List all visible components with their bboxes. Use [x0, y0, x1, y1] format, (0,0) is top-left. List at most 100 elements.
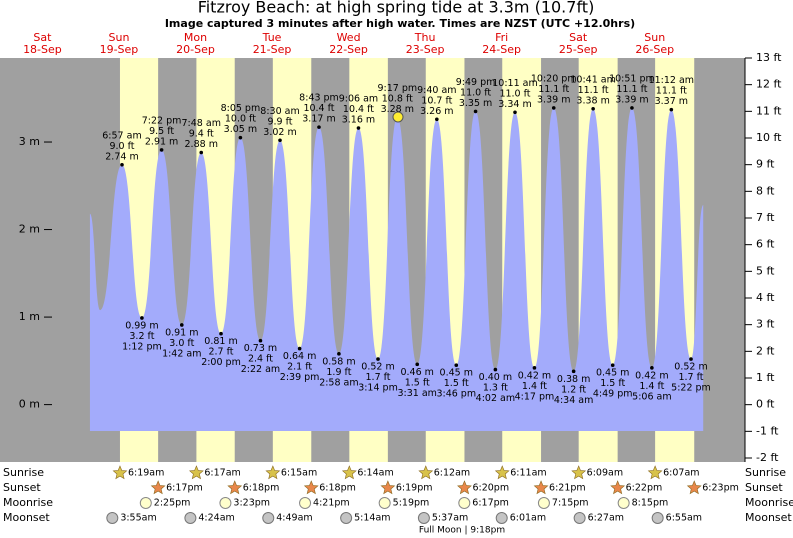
tide-label: 3:31 am: [397, 388, 436, 399]
tide-label: 2.88 m: [185, 139, 218, 150]
row-time: 6:07am: [663, 468, 699, 479]
y-tick-label: 2 m: [19, 223, 40, 236]
sun-icon: [571, 465, 587, 480]
moon-icon: [184, 512, 197, 524]
tide-label: 5:06 am: [632, 391, 671, 402]
sun-icon: [494, 465, 510, 480]
tide-point: [278, 138, 282, 143]
y-tick-label: 1 m: [19, 310, 40, 323]
row-time: 6:11am: [510, 468, 546, 479]
row-time: 8:15pm: [632, 498, 669, 509]
tide-label: 5:22 pm: [671, 383, 711, 394]
moon-icon: [139, 497, 152, 509]
tide-label: 0.73 m: [244, 343, 277, 354]
row-time: 6:19am: [128, 468, 164, 479]
tide-point: [551, 106, 556, 110]
moon-icon: [417, 512, 430, 524]
day-name: Wed: [337, 31, 361, 44]
tide-label: 3.34 m: [498, 99, 531, 110]
tide-label: 10.8 ft: [382, 94, 413, 105]
tide-label: 4:17 pm: [515, 391, 555, 402]
y2-tick-label: 5 ft: [756, 264, 775, 277]
tide-label: 0.45 m: [596, 368, 629, 379]
y2-tick-label: -1 ft: [756, 424, 779, 437]
row-time: 7:15pm: [552, 498, 589, 509]
y-tick-label: 0 m: [19, 398, 40, 411]
moon-icon: [219, 497, 232, 509]
row-time: 5:19pm: [393, 498, 430, 509]
tide-label: 6:57 am: [102, 130, 141, 141]
y2-tick-label: 10 ft: [756, 131, 782, 144]
tide-label: 1.9 ft: [326, 367, 351, 378]
tide-point: [493, 367, 498, 372]
tide-point: [415, 362, 420, 367]
y2-tick-label: 6 ft: [756, 238, 775, 251]
y2-tick-label: 7 ft: [756, 211, 775, 224]
sun-icon: [227, 480, 243, 495]
tide-label: 2:39 pm: [280, 372, 320, 383]
row-label: Moonrise: [3, 496, 53, 509]
tide-label: 9.5 ft: [149, 126, 174, 137]
tide-label: 2:22 am: [241, 364, 280, 375]
row-time: 6:18pm: [319, 483, 356, 494]
tide-label: 11.1 ft: [538, 84, 569, 95]
row-label: Moonset: [745, 511, 792, 524]
day-name: Sat: [33, 31, 52, 44]
day-name: Fri: [495, 31, 508, 44]
tide-label: 8:30 am: [260, 106, 299, 117]
row-time: 6:18pm: [243, 483, 280, 494]
row-time: 6:09am: [587, 468, 623, 479]
tide-label: 0.91 m: [165, 327, 198, 338]
moon-icon: [617, 497, 630, 509]
tide-point: [337, 352, 341, 356]
tide-label: 10:41 am: [570, 74, 615, 85]
tide-label: 11:12 am: [649, 75, 694, 86]
tide-label: 1:42 am: [162, 348, 201, 359]
tide-point: [120, 162, 124, 167]
tide-point: [473, 109, 478, 114]
row-time: 6:17am: [204, 468, 240, 479]
moon-icon: [340, 512, 353, 524]
tide-point: [199, 150, 204, 155]
tide-label: 4:34 am: [554, 395, 593, 406]
tide-label: 1.7 ft: [366, 372, 391, 383]
tide-label: 11.0 ft: [499, 88, 530, 99]
tide-label: 4:02 am: [476, 393, 515, 404]
sun-icon: [112, 465, 128, 480]
row-time: 4:49am: [276, 513, 312, 524]
y2-tick-label: 2 ft: [756, 344, 775, 357]
tide-point: [219, 331, 223, 336]
tide-label: 9:17 pm: [377, 83, 417, 94]
tide-label: 11.1 ft: [578, 85, 609, 96]
row-time: 6:15am: [281, 468, 317, 479]
tide-point: [140, 316, 144, 320]
tide-point: [297, 346, 302, 351]
tide-label: 3.16 m: [342, 115, 375, 126]
day-date: 19-Sep: [100, 43, 139, 56]
tide-label: 3.37 m: [655, 96, 688, 107]
y2-tick-label: -2 ft: [756, 451, 779, 464]
tide-label: 10.0 ft: [225, 114, 256, 125]
day-name: Tue: [262, 31, 282, 44]
row-time: 4:21pm: [313, 498, 350, 509]
moon-icon: [573, 512, 586, 524]
y2-tick-label: 12 ft: [756, 78, 782, 91]
day-date: 24-Sep: [482, 43, 521, 56]
tide-label: 4:49 pm: [593, 389, 633, 400]
tide-point: [669, 107, 674, 112]
row-label: Sunset: [3, 481, 41, 494]
y2-tick-label: 1 ft: [756, 371, 775, 384]
tide-point: [356, 126, 361, 130]
tide-label: 11.1 ft: [616, 84, 647, 95]
tide-label: 9:49 pm: [456, 77, 496, 88]
tide-label: 3.39 m: [615, 94, 648, 105]
y2-tick-label: 4 ft: [756, 291, 775, 304]
tide-label: 2.74 m: [105, 151, 138, 162]
tide-point: [258, 338, 263, 343]
tide-label: 7:48 am: [182, 118, 221, 129]
tide-label: 1.4 ft: [639, 381, 664, 392]
tide-label: 3:14 pm: [358, 383, 398, 394]
tide-label: 0.38 m: [557, 374, 590, 385]
y2-tick-label: 11 ft: [756, 104, 782, 117]
moon-icon: [106, 512, 119, 524]
